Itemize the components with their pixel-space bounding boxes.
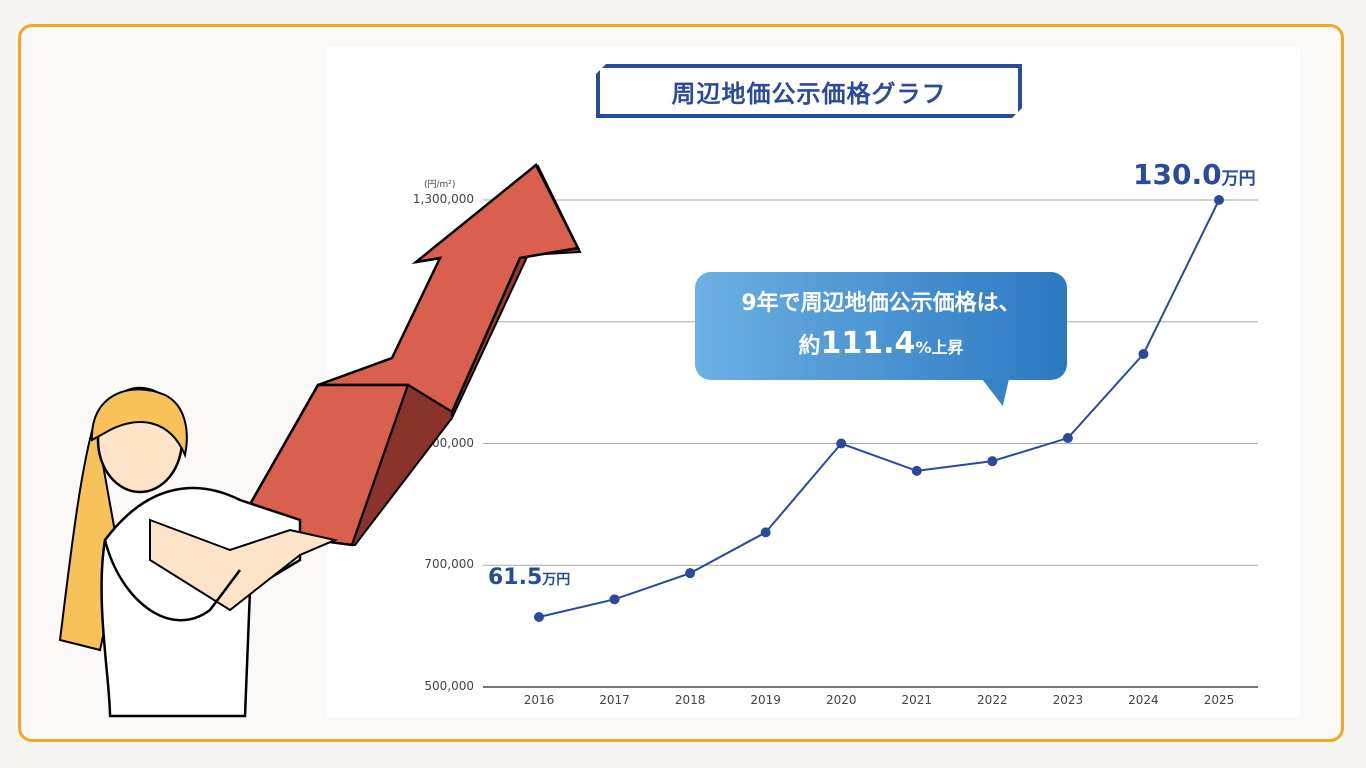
data-point (1062, 433, 1073, 444)
x-tick-label: 2017 (599, 693, 630, 707)
chart-title: 周辺地価公示価格グラフ (596, 64, 1022, 118)
data-point (760, 527, 771, 538)
end-value-label: 130.0万円 (1133, 158, 1256, 191)
woman-illustration (58, 386, 339, 718)
x-tick-label: 2025 (1203, 693, 1235, 707)
y-unit-label: (円/m²) (424, 180, 456, 190)
x-tick-label: 2019 (750, 693, 781, 707)
start-value-label: 61.5万円 (488, 565, 571, 590)
data-point (609, 594, 620, 605)
x-tick-label: 2023 (1052, 693, 1084, 707)
data-point (685, 568, 696, 579)
x-tick-label: 2024 (1128, 693, 1159, 707)
chart-panel (327, 47, 1300, 717)
callout-line2: 約111.4%上昇 (798, 326, 964, 361)
callout-bubble: 9年で周辺地価公示価格は、 約111.4%上昇 (695, 272, 1067, 380)
data-point (534, 611, 544, 622)
x-tick-label: 2016 (523, 693, 555, 707)
y-tick-label: 1,300,000 (412, 192, 474, 206)
x-tick-label: 2020 (825, 693, 857, 707)
data-point (911, 465, 922, 476)
x-tick-label: 2021 (901, 693, 933, 707)
x-tick-label: 2022 (977, 693, 1008, 707)
data-point (987, 456, 998, 467)
red-arrow-icon (238, 163, 582, 547)
y-tick-label: 700,000 (424, 557, 474, 572)
x-tick-label: 2018 (674, 693, 706, 707)
callout-line1: 9年で周辺地価公示価格は、 (741, 291, 1021, 316)
data-point (1214, 195, 1224, 205)
data-point (1138, 349, 1149, 360)
y-tick-label: 500,000 (424, 679, 474, 693)
series-line (538, 199, 1220, 618)
data-point (836, 438, 847, 449)
